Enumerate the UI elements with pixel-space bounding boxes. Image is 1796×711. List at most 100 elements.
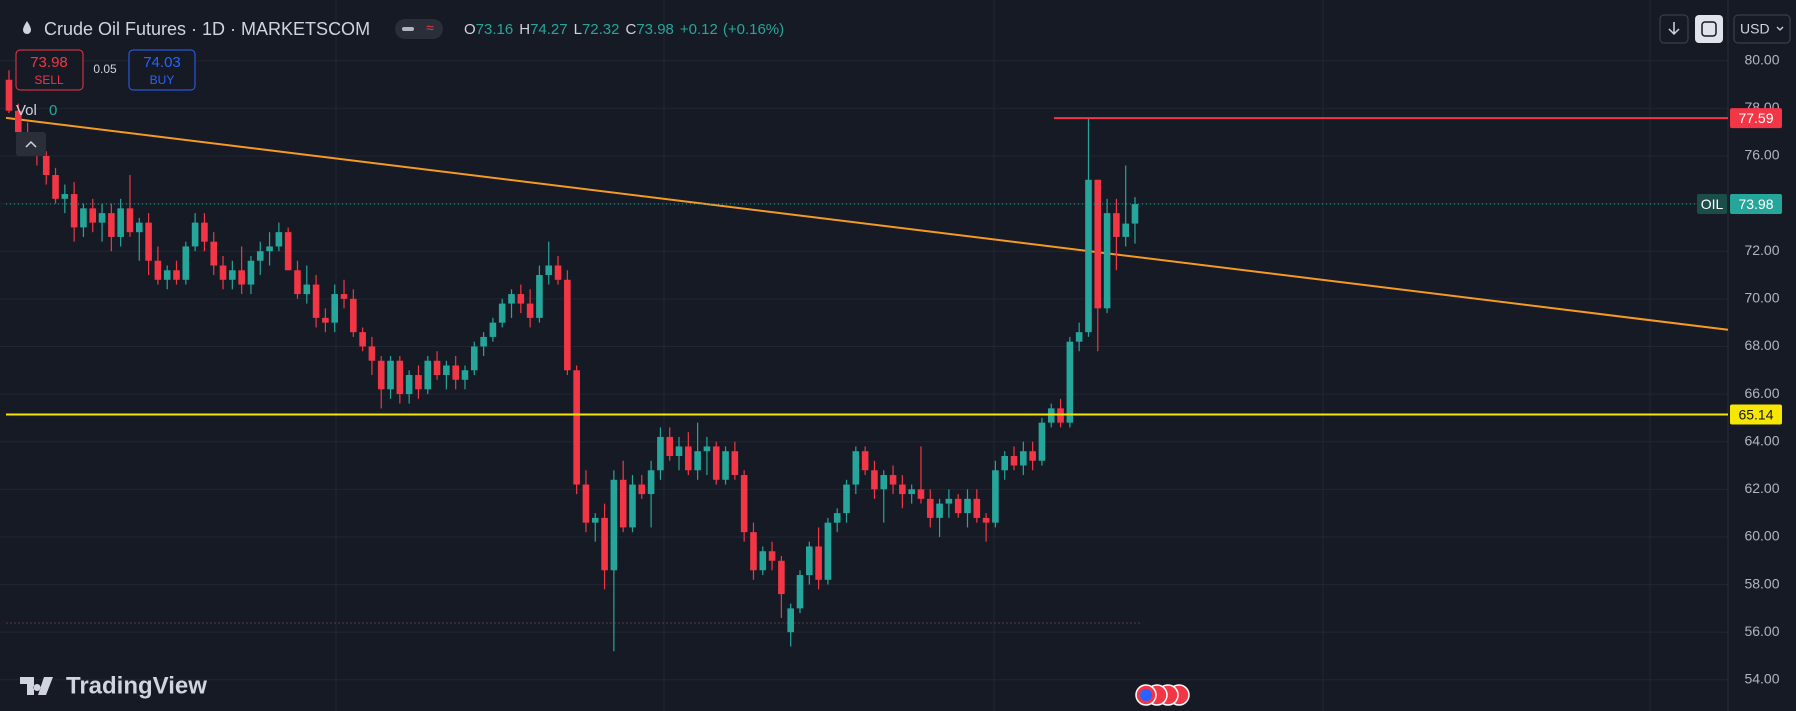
candle-body bbox=[805, 546, 813, 576]
candle-body bbox=[368, 346, 376, 361]
candle-body bbox=[70, 194, 78, 228]
candle-body bbox=[89, 208, 97, 223]
change-pct: (+0.16%) bbox=[723, 21, 784, 38]
candle-body bbox=[443, 365, 450, 376]
candle-body bbox=[331, 294, 339, 323]
candle-body bbox=[1094, 179, 1102, 309]
logo-icon bbox=[20, 677, 53, 695]
candle-body bbox=[945, 498, 953, 504]
candle-body bbox=[982, 517, 990, 523]
indicator-pill bbox=[395, 19, 443, 39]
candle-body bbox=[936, 503, 943, 518]
ohlc-label: O bbox=[464, 21, 476, 38]
candle-body bbox=[1131, 204, 1139, 224]
level-label: 77.59 bbox=[1738, 110, 1773, 126]
candle-body bbox=[536, 275, 543, 318]
candle-body bbox=[973, 498, 981, 518]
y-tick-label: 76.00 bbox=[1744, 147, 1779, 163]
candle-body bbox=[108, 213, 115, 237]
y-tick-label: 60.00 bbox=[1744, 528, 1779, 544]
y-tick-label: 56.00 bbox=[1744, 623, 1779, 639]
candle-body bbox=[647, 470, 655, 495]
candle-body bbox=[703, 446, 711, 452]
candle-body bbox=[554, 265, 562, 280]
candle-body bbox=[759, 551, 767, 571]
candle-body bbox=[1122, 223, 1129, 237]
candle-body bbox=[964, 498, 971, 514]
currency: USD bbox=[1740, 21, 1770, 37]
candle-body bbox=[247, 260, 255, 285]
candle-body bbox=[405, 375, 413, 395]
candle-body bbox=[61, 194, 69, 199]
indicator-value: 0 bbox=[49, 102, 57, 119]
candle-body bbox=[163, 270, 171, 280]
last-price-name-bg bbox=[1697, 194, 1727, 215]
logo-text: TradingView bbox=[66, 672, 207, 699]
y-tick-label: 64.00 bbox=[1744, 432, 1779, 448]
candle-body bbox=[517, 294, 525, 304]
candle-body bbox=[52, 175, 59, 199]
candle-body bbox=[1085, 179, 1092, 333]
candle-body bbox=[796, 575, 804, 609]
y-tick-label: 80.00 bbox=[1744, 51, 1779, 67]
candle-body bbox=[582, 484, 590, 523]
candle-body bbox=[629, 484, 636, 528]
candle-body bbox=[1113, 213, 1120, 237]
y-tick-label: 70.00 bbox=[1744, 290, 1779, 306]
candle-body bbox=[117, 208, 124, 237]
candle-body bbox=[591, 517, 599, 523]
level-label-bg bbox=[1730, 404, 1782, 425]
drop-icon bbox=[23, 21, 31, 34]
candle-body bbox=[675, 446, 683, 456]
buy-box[interactable] bbox=[128, 49, 196, 91]
candle-body bbox=[284, 232, 292, 271]
last-price-name: OIL bbox=[1701, 196, 1724, 212]
currency-chevron bbox=[1776, 26, 1784, 31]
collapse-button[interactable] bbox=[16, 132, 46, 156]
candle-body bbox=[452, 365, 459, 380]
candle-body bbox=[154, 260, 162, 280]
buy-label: BUY bbox=[150, 73, 175, 87]
candle-body bbox=[5, 79, 13, 111]
candle-body bbox=[954, 498, 962, 514]
sell-box[interactable] bbox=[15, 49, 84, 91]
candle-body bbox=[899, 484, 906, 495]
candle-body bbox=[1103, 213, 1111, 309]
candle-body bbox=[303, 284, 311, 295]
candle-body bbox=[461, 370, 469, 380]
candle-body bbox=[750, 532, 757, 571]
candle-body bbox=[424, 360, 432, 390]
pill-wave: ≈ bbox=[426, 20, 434, 36]
candle-body bbox=[377, 360, 385, 390]
candle-body bbox=[685, 446, 692, 471]
candle-body bbox=[1038, 422, 1046, 461]
currency-button[interactable] bbox=[1733, 14, 1791, 44]
download-icon bbox=[1668, 22, 1680, 36]
candle-body bbox=[415, 375, 422, 390]
y-tick-label: 58.00 bbox=[1744, 575, 1779, 591]
candle-body bbox=[861, 451, 869, 471]
candle-body bbox=[889, 475, 897, 485]
candle-body bbox=[619, 479, 627, 528]
y-tick-label: 68.00 bbox=[1744, 337, 1779, 353]
candle-body bbox=[210, 241, 218, 266]
candle-body bbox=[545, 265, 553, 276]
candle-body bbox=[508, 294, 515, 304]
candle-body bbox=[526, 303, 534, 318]
level-label: 65.14 bbox=[1738, 406, 1773, 422]
candle-body bbox=[712, 446, 720, 480]
candle-body bbox=[201, 222, 208, 242]
last-price-bg bbox=[1730, 194, 1782, 215]
candle-body bbox=[433, 360, 441, 376]
candle-body bbox=[731, 451, 739, 476]
candle-body bbox=[992, 470, 999, 523]
trendline bbox=[5, 116, 1729, 331]
candle-body bbox=[778, 560, 785, 595]
y-tick-label: 54.00 bbox=[1744, 671, 1779, 687]
candle-body bbox=[815, 546, 822, 580]
candle-body bbox=[740, 475, 748, 533]
ohlc-value: 73.98 bbox=[636, 21, 674, 38]
sync-button[interactable] bbox=[1695, 15, 1723, 43]
